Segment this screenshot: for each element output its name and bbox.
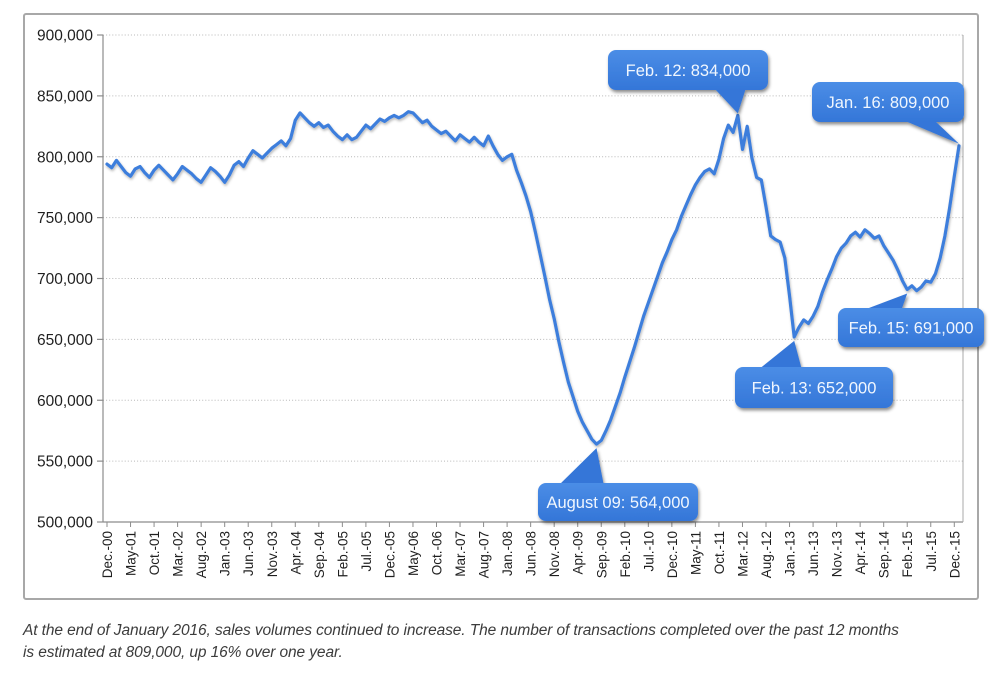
- x-tick-label: Jan.-08: [500, 531, 515, 576]
- x-tick-label: Dec.-00: [100, 531, 115, 578]
- x-tick-label: Sep.-04: [312, 531, 327, 579]
- y-tick-label: 500,000: [37, 515, 93, 532]
- callout-label: Feb. 15: 691,000: [849, 320, 974, 338]
- x-tick-label: Aug.-07: [477, 531, 492, 578]
- x-tick-label: May-06: [406, 531, 421, 576]
- y-tick-label: 850,000: [37, 88, 93, 105]
- x-tick-label: Nov.-08: [547, 531, 562, 577]
- x-tick-label: Dec.-05: [382, 531, 397, 578]
- annotation-callout: Feb. 12: 834,000: [608, 50, 768, 114]
- x-tick-label: Apr.-14: [853, 531, 868, 575]
- x-tick-label: Jun.-13: [806, 531, 821, 576]
- callout-tail: [903, 120, 959, 144]
- x-tick-label: Mar.-12: [735, 531, 750, 577]
- y-tick-label: 550,000: [37, 454, 93, 471]
- x-tick-label: Oct.-11: [712, 531, 727, 574]
- x-tick-label: Jan.-03: [218, 531, 233, 576]
- sales-volume-line: [105, 110, 961, 446]
- x-tick-label: Feb.-05: [335, 531, 350, 578]
- y-tick-label: 650,000: [37, 332, 93, 349]
- x-tick-label: Aug.-02: [194, 531, 209, 578]
- x-tick-label: Apr.-09: [571, 531, 586, 575]
- annotation-callout: Feb. 13: 652,000: [735, 340, 893, 408]
- callout-tail: [558, 448, 604, 486]
- sales-volume-line-chart: 900,000 850,000 800,000 750,000 700,000 650,0…: [23, 13, 984, 600]
- callout-box: [538, 483, 698, 521]
- callout-tail: [758, 340, 802, 370]
- x-tick-label: Jul.-10: [641, 531, 656, 572]
- callout-box: [608, 50, 768, 90]
- callout-label: Feb. 12: 834,000: [626, 62, 751, 80]
- chart-frame-border: [23, 13, 979, 600]
- x-tick-label: Jun.-03: [241, 531, 256, 576]
- y-tick-label: 800,000: [37, 149, 93, 166]
- callout-label: Jan. 16: 809,000: [827, 94, 950, 112]
- x-tick-label: Nov.-13: [830, 531, 845, 577]
- chart-caption: At the end of January 2016, sales volume…: [23, 622, 899, 661]
- x-tick-label: Oct.-06: [430, 531, 445, 575]
- x-tick-label: Jul.-05: [359, 531, 374, 572]
- x-tick-label: Dec.-10: [665, 531, 680, 578]
- callout-box: [838, 308, 984, 347]
- callout-box: [812, 82, 964, 122]
- x-tick-label: Nov.-03: [265, 531, 280, 577]
- x-tick-label: Dec.-15: [947, 531, 962, 578]
- callout-label: August 09: 564,000: [546, 494, 689, 512]
- annotation-callout: Feb. 15: 691,000: [838, 293, 984, 347]
- x-tick-label: Jun.-08: [524, 531, 539, 576]
- callout-tail: [861, 293, 908, 311]
- x-tick-label: May-11: [688, 531, 703, 575]
- annotation-callout: August 09: 564,000: [538, 448, 698, 521]
- x-tick-label: Feb.-15: [900, 531, 915, 578]
- callout-tail: [714, 88, 746, 114]
- callout-label: Feb. 13: 652,000: [752, 380, 877, 398]
- y-tick-label: 600,000: [37, 393, 93, 410]
- x-tick-label: Sep.-14: [877, 531, 892, 579]
- x-tick-label: Sep.-09: [594, 531, 609, 578]
- x-tick-label: Apr.-04: [288, 531, 303, 575]
- x-tick-label: Mar.-02: [171, 531, 186, 577]
- x-tick-label: Jul.-15: [924, 531, 939, 572]
- x-tick-label: May-01: [124, 531, 139, 576]
- x-tick-label: Aug.-12: [759, 531, 774, 578]
- x-tick-label: Mar.-07: [453, 531, 468, 577]
- y-tick-label: 750,000: [37, 210, 93, 227]
- x-tick-label: Feb.-10: [618, 531, 633, 578]
- x-tick-label: Oct.-01: [147, 531, 162, 575]
- annotation-callout: Jan. 16: 809,000: [812, 82, 964, 144]
- callout-box: [735, 367, 893, 408]
- y-tick-label: 700,000: [37, 271, 93, 288]
- y-tick-label: 900,000: [37, 28, 93, 45]
- x-tick-label: Jan.-13: [783, 531, 798, 576]
